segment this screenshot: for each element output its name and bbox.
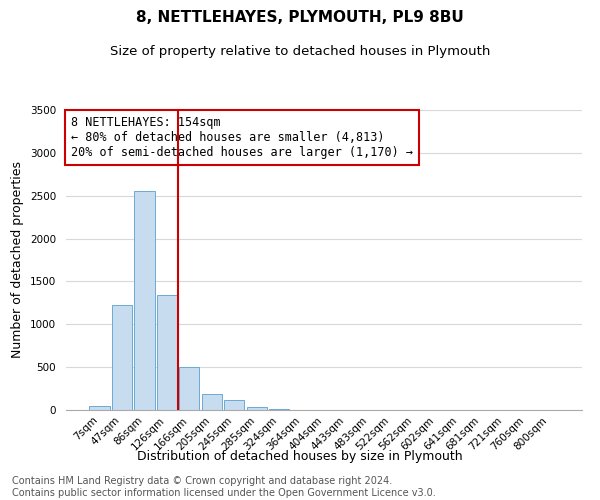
Bar <box>224 400 244 410</box>
Text: 8 NETTLEHAYES: 154sqm
← 80% of detached houses are smaller (4,813)
20% of semi-d: 8 NETTLEHAYES: 154sqm ← 80% of detached … <box>71 116 413 159</box>
Text: 8, NETTLEHAYES, PLYMOUTH, PL9 8BU: 8, NETTLEHAYES, PLYMOUTH, PL9 8BU <box>136 10 464 25</box>
Text: Contains HM Land Registry data © Crown copyright and database right 2024.
Contai: Contains HM Land Registry data © Crown c… <box>12 476 436 498</box>
Bar <box>89 406 110 410</box>
Text: Size of property relative to detached houses in Plymouth: Size of property relative to detached ho… <box>110 45 490 58</box>
Bar <box>112 304 132 410</box>
Bar <box>134 190 155 410</box>
Y-axis label: Number of detached properties: Number of detached properties <box>11 162 25 358</box>
Bar <box>269 409 289 410</box>
Bar <box>202 394 222 410</box>
Bar <box>179 367 199 410</box>
Bar <box>247 408 267 410</box>
Bar <box>157 295 177 410</box>
Text: Distribution of detached houses by size in Plymouth: Distribution of detached houses by size … <box>137 450 463 463</box>
